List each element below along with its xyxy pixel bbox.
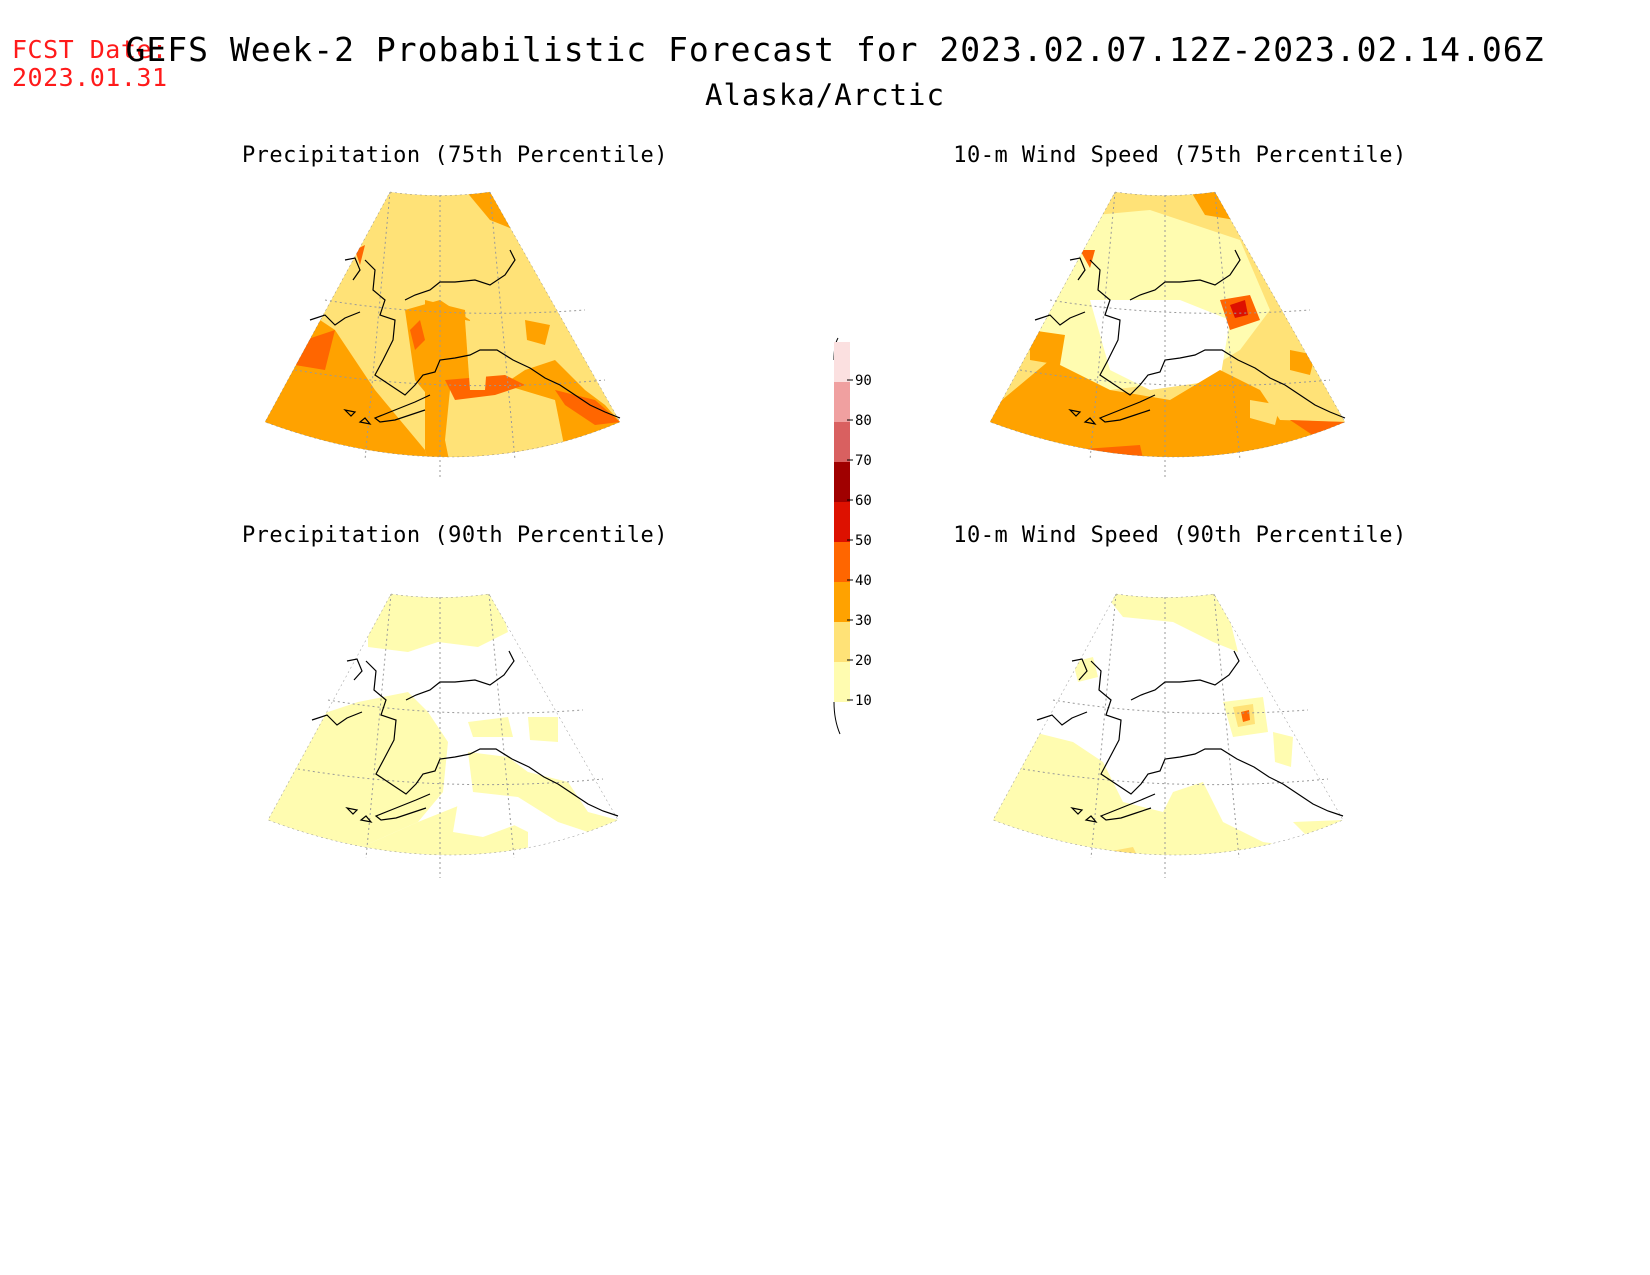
colorbar-tick-label: 10 (855, 693, 872, 709)
colorbar-block (834, 662, 850, 702)
map-precip-90 (268, 592, 642, 888)
colorbar-block (834, 462, 850, 502)
colorbar-block (834, 582, 850, 622)
colorbar-block (834, 502, 850, 542)
map-wind-90 (993, 592, 1367, 888)
colorbar-tick-label: 80 (855, 413, 872, 429)
colorbar-block (834, 382, 850, 422)
colorbar-block (834, 622, 850, 662)
forecast-date-value: 2023.01.31 (12, 63, 168, 92)
panel-title-wind-75: 10-m Wind Speed (75th Percentile) (953, 143, 1407, 168)
colorbar-tick-label: 30 (855, 613, 872, 629)
forecast-date-label: FCST Date: (12, 35, 168, 64)
page-title: GEFS Week-2 Probabilistic Forecast for 2… (125, 30, 1545, 69)
colorbar-tick-label: 90 (855, 373, 872, 389)
colorbar-tick-label: 20 (855, 653, 872, 669)
map-wind-75 (990, 190, 1370, 490)
colorbar: 10 20 30 40 50 60 70 80 90 (820, 330, 880, 754)
colorbar-tick-label: 40 (855, 573, 872, 589)
panel-title-wind-90: 10-m Wind Speed (90th Percentile) (953, 523, 1407, 548)
colorbar-tick-label: 60 (855, 493, 872, 509)
forecast-date-block: FCST Date: 2023.01.31 (12, 36, 168, 92)
colorbar-tick-label: 50 (855, 533, 872, 549)
panel-title-precip-90: Precipitation (90th Percentile) (241, 523, 669, 548)
colorbar-block (834, 342, 850, 382)
region-subtitle: Alaska/Arctic (705, 78, 945, 112)
colorbar-block (834, 542, 850, 582)
colorbar-block (834, 422, 850, 462)
panel-title-precip-75: Precipitation (75th Percentile) (241, 143, 669, 168)
map-precip-75 (265, 190, 645, 490)
colorbar-svg: 10 20 30 40 50 60 70 80 90 (833, 337, 872, 735)
colorbar-tick-label: 70 (855, 453, 872, 469)
